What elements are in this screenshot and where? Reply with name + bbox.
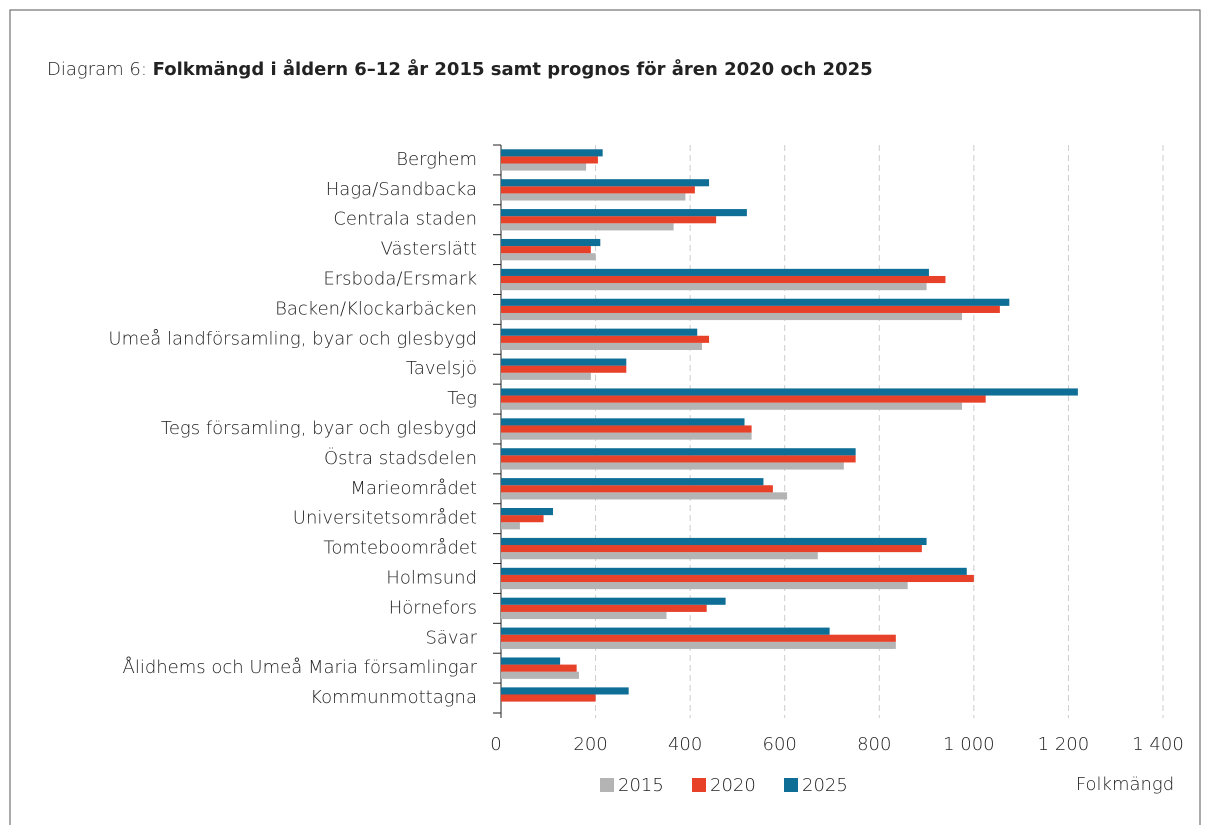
bar (501, 687, 629, 695)
bar (501, 522, 520, 530)
bar (501, 298, 1010, 306)
y-tick-label: Tegs församling, byar och glesbygd (161, 418, 477, 439)
y-tick-label: Tavelsjö (406, 358, 477, 379)
legend-label: 2020 (710, 775, 756, 796)
bar (501, 448, 856, 456)
bar (501, 582, 908, 590)
y-tick-label: Umeå landförsamling, byar och glesbygd (108, 328, 477, 349)
bar (501, 634, 896, 642)
x-tick-label: 1 200 (1038, 734, 1090, 755)
y-tick-label: Berghem (396, 149, 477, 170)
bar (501, 694, 596, 702)
y-tick-label: Marieområdet (350, 478, 477, 499)
bar (501, 253, 596, 261)
bar (501, 275, 946, 284)
bar (501, 395, 986, 403)
bar (501, 552, 818, 560)
bar (501, 545, 922, 553)
title-label: Diagram 6: (47, 59, 147, 80)
x-tick-label: 600 (763, 734, 797, 755)
bar (501, 365, 627, 373)
bar (501, 163, 587, 171)
bar (501, 574, 974, 583)
legend-swatch (784, 778, 798, 792)
legend-label: 2015 (618, 775, 664, 796)
legend-swatch (600, 778, 614, 792)
bar (501, 268, 929, 276)
y-tick-label: Hörnefors (389, 597, 477, 618)
frame (9, 9, 1201, 829)
x-tick-label: 200 (573, 734, 607, 755)
x-tick-label: 800 (857, 734, 891, 755)
bar (501, 567, 967, 575)
bar (501, 485, 773, 493)
x-tick-label: 0 (490, 734, 501, 755)
bar (501, 186, 695, 194)
bar (501, 671, 580, 679)
bar (501, 508, 554, 516)
bar (501, 432, 752, 440)
y-tick-label: Ersboda/Ersmark (323, 269, 477, 290)
y-tick-label: Centrala staden (333, 209, 477, 230)
bar (501, 537, 927, 546)
title-text: Folkmängd i åldern 6–12 år 2015 samt pro… (153, 58, 873, 80)
bar (501, 342, 702, 350)
legend-swatch (692, 778, 706, 792)
bar (501, 627, 830, 635)
y-tick-label: Västerslätt (381, 239, 477, 260)
bar (501, 515, 544, 523)
y-tick-label: Haga/Sandbacka (326, 179, 477, 200)
x-axis-label: Folkmängd (1076, 774, 1174, 795)
bar (501, 312, 963, 321)
legend-label: 2025 (802, 775, 848, 796)
bar (501, 418, 745, 426)
bar (501, 209, 747, 217)
bar (501, 305, 1000, 313)
bar (501, 657, 561, 665)
bar (501, 425, 752, 433)
x-tick-label: 400 (668, 734, 702, 755)
y-tick-label: Universitetsområdet (293, 508, 477, 529)
bar (501, 611, 667, 620)
y-tick-label: Ålidhems och Umeå Maria församlingar (123, 656, 478, 678)
bar (501, 664, 577, 672)
bar (501, 216, 717, 224)
y-tick-label: Kommunmottagna (310, 687, 477, 708)
bar (501, 335, 710, 343)
bar (501, 246, 591, 254)
y-tick-label: Östra stadsdelen (324, 447, 477, 469)
bar (501, 478, 764, 486)
y-tick-label: Sävar (425, 627, 477, 648)
y-tick-label: Holmsund (386, 567, 477, 588)
bar (501, 462, 844, 470)
y-tick-label: Teg (447, 388, 477, 409)
bar (501, 156, 598, 164)
bar (501, 149, 603, 157)
y-tick-label: Tomteboområdet (323, 538, 477, 559)
x-tick-label: 1 400 (1132, 734, 1184, 755)
bar (501, 372, 591, 380)
bar (501, 179, 710, 187)
bar (501, 402, 963, 410)
bar (501, 193, 686, 201)
chart-title: Diagram 6: Folkmängd i åldern 6–12 år 20… (47, 58, 873, 80)
bar (501, 604, 707, 612)
bar (501, 283, 927, 291)
bar (501, 388, 1078, 396)
bar (501, 641, 896, 649)
bar (501, 328, 698, 336)
y-tick-label: Backen/Klockarbäcken (275, 298, 477, 319)
bar (501, 238, 601, 247)
x-tick-label: 1 000 (943, 734, 995, 755)
bar (501, 597, 726, 605)
bar (501, 358, 627, 366)
bar (501, 455, 856, 463)
bar (501, 223, 674, 231)
bar (501, 492, 788, 500)
